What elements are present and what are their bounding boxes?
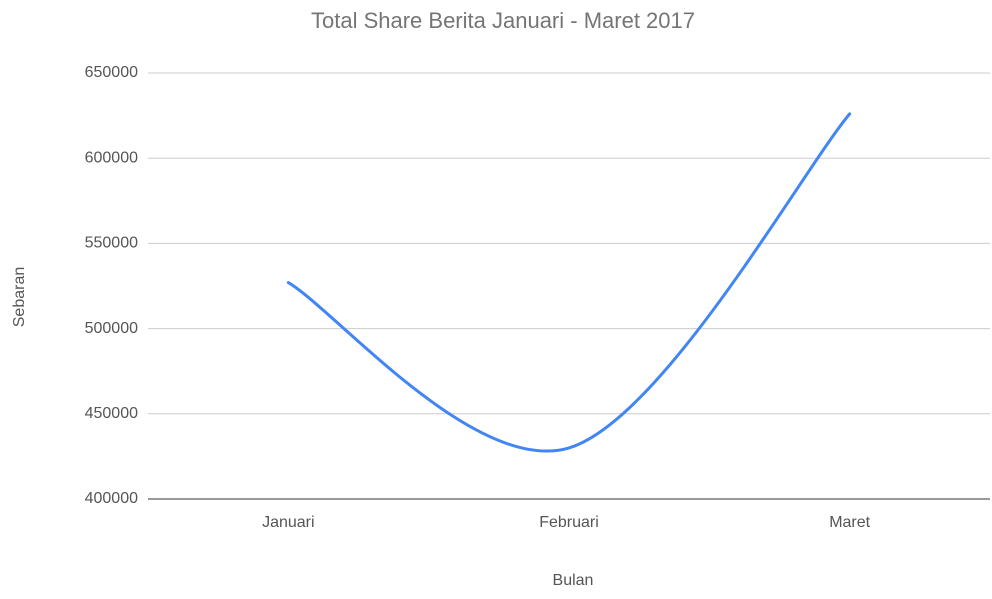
y-tick-label: 400000 xyxy=(85,490,138,507)
chart-title: Total Share Berita Januari - Maret 2017 xyxy=(311,8,695,33)
y-axis-label: Sebaran xyxy=(11,267,28,328)
x-axis-label: Bulan xyxy=(553,572,594,589)
y-tick-label: 600000 xyxy=(85,149,138,166)
line xyxy=(286,112,852,453)
x-tick-label: Januari xyxy=(262,514,314,531)
x-tick-label: Februari xyxy=(539,514,599,531)
x-tick-label: Maret xyxy=(829,514,870,531)
y-tick-label: 500000 xyxy=(85,320,138,337)
y-tick-label: 650000 xyxy=(85,64,138,81)
y-tick-label: 450000 xyxy=(85,405,138,422)
y-tick-label: 550000 xyxy=(85,235,138,252)
